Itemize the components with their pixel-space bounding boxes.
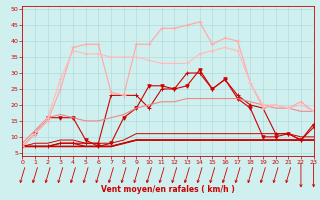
X-axis label: Vent moyen/en rafales ( km/h ): Vent moyen/en rafales ( km/h ) [101, 185, 235, 194]
